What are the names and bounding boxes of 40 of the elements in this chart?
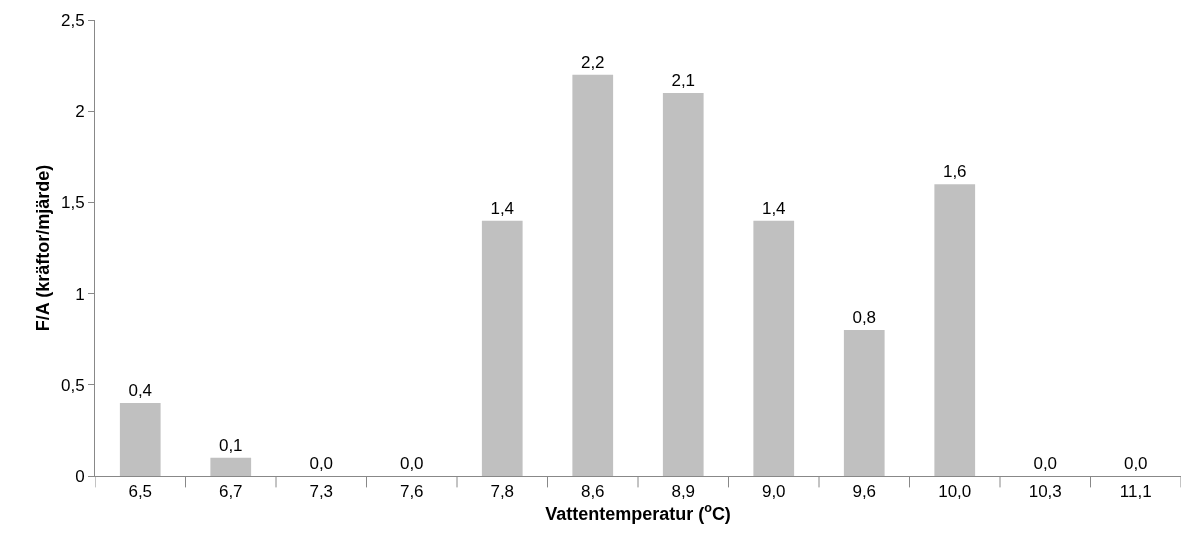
data-label: 0,0 bbox=[1033, 454, 1058, 473]
data-label: 0,8 bbox=[852, 308, 877, 328]
y-tick-label: 1,5 bbox=[60, 193, 85, 213]
y-tick-label: 0 bbox=[75, 466, 85, 486]
x-tick-label: 7,6 bbox=[399, 482, 424, 502]
x-tick-label: 7,8 bbox=[490, 482, 515, 502]
x-tick-label: 9,0 bbox=[761, 482, 786, 502]
data-label: 0,0 bbox=[1123, 454, 1148, 473]
y-tick-label: 0,5 bbox=[60, 375, 85, 395]
bar bbox=[119, 403, 161, 476]
y-tick-label: 1 bbox=[75, 284, 85, 304]
x-tick-label: 11,1 bbox=[1119, 482, 1152, 502]
bar bbox=[662, 92, 704, 476]
data-label: 2,2 bbox=[580, 52, 605, 72]
x-tick-label: 6,7 bbox=[218, 482, 243, 502]
x-tick-label: 7,3 bbox=[309, 482, 334, 502]
x-tick-label: 8,6 bbox=[580, 482, 605, 502]
y-axis-title: F/A (kräftor/mjärde) bbox=[33, 164, 53, 332]
bar bbox=[934, 184, 976, 476]
y-tick-label: 2,5 bbox=[60, 10, 85, 30]
y-tick-label: 2 bbox=[75, 102, 85, 122]
x-tick-label: 10,0 bbox=[938, 482, 972, 502]
bar bbox=[843, 330, 885, 476]
x-tick-label: 10,3 bbox=[1028, 482, 1062, 502]
data-label: 0,0 bbox=[309, 454, 334, 473]
data-label: 1,4 bbox=[490, 198, 515, 218]
bar bbox=[481, 220, 523, 476]
data-label: 1,4 bbox=[761, 198, 786, 218]
data-label: 0,1 bbox=[218, 435, 243, 455]
x-tick-label: 9,6 bbox=[852, 482, 877, 502]
bar bbox=[210, 457, 252, 476]
x-axis-title: Vattentemperatur ($^{o}$C) bbox=[545, 501, 731, 524]
data-label: 1,6 bbox=[942, 162, 967, 182]
bar bbox=[753, 220, 795, 476]
x-tick-label: 6,5 bbox=[128, 482, 153, 502]
data-label: 0,0 bbox=[399, 454, 424, 473]
bar bbox=[572, 74, 614, 476]
data-label: 0,4 bbox=[128, 381, 153, 401]
x-tick-label: 8,9 bbox=[671, 482, 696, 502]
data-label: 2,1 bbox=[671, 70, 696, 90]
